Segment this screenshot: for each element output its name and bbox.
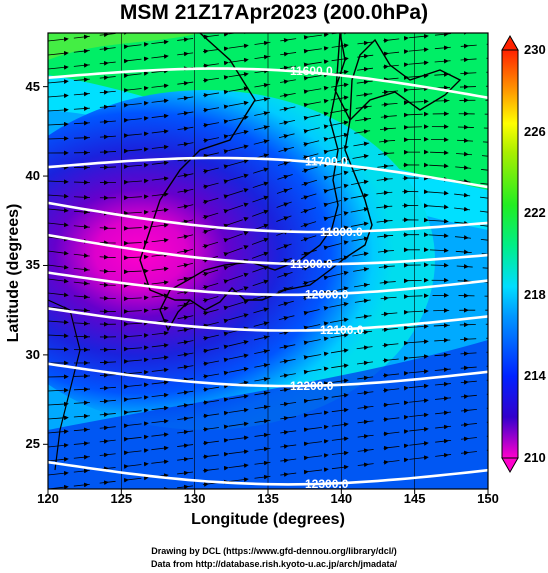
contour-label: 11600.0 [290, 64, 333, 78]
contour-label: 12000.0 [305, 288, 349, 302]
colorbar-tick-label: 218 [524, 286, 546, 302]
contour-label: 11700.0 [305, 154, 348, 168]
y-tick-label: 25 [25, 436, 40, 452]
colorbar-tick-label: 214 [524, 368, 546, 384]
y-tick-label: 45 [25, 78, 40, 94]
x-tick-label: 150 [477, 491, 499, 506]
contour-label: 12100.0 [320, 323, 364, 337]
contour-label: 11900.0 [290, 257, 333, 271]
contour-line [48, 67, 488, 99]
contour-line [48, 460, 488, 486]
colorbar-max-arrow [501, 34, 519, 51]
contour-line [48, 307, 488, 332]
x-tick-label: 140 [330, 491, 353, 506]
contour-line [48, 362, 488, 388]
x-axis-label: Longitude (degrees) [191, 511, 345, 528]
x-tick-label: 125 [110, 491, 133, 506]
x-tick-label: 135 [257, 491, 279, 506]
colorbar-tick-label: 230 [524, 42, 546, 57]
contour-line [48, 156, 488, 189]
coastlines [48, 33, 462, 471]
map-title: MSM 21Z17Apr2023 (200.0hPa) [119, 1, 429, 24]
credit-drawing: Drawing by DCL (https://www.gfd-dennou.o… [151, 546, 397, 556]
x-tick-label: 120 [37, 491, 59, 506]
colorbar-min-arrow [501, 457, 519, 474]
y-tick-label: 35 [25, 257, 40, 273]
y-axis-label: Latitude (degrees) [5, 203, 22, 343]
y-tick-label: 30 [25, 346, 40, 362]
contour-line [48, 233, 488, 266]
colorbar-tick-label: 226 [524, 123, 546, 139]
geopotential-contours: 11600.0 11700.0 11800.0 11900.0 12000.0 12100… [48, 64, 488, 491]
contour-label: 12200.0 [290, 379, 334, 393]
plot-frame [47, 32, 489, 490]
colorbar-tick-label: 210 [524, 450, 546, 465]
contour-line [48, 271, 488, 297]
x-tick-label: 145 [403, 491, 426, 506]
colorbar-tick-label: 222 [524, 205, 546, 221]
contour-label: 12300.0 [305, 477, 349, 491]
y-tick-label: 40 [25, 168, 40, 184]
x-tick-label: 130 [183, 491, 206, 506]
contour-label: 11800.0 [320, 225, 363, 239]
contour-line [48, 201, 488, 234]
credit-data: Data from http://database.rish.kyoto-u.a… [150, 559, 398, 569]
colorbar [501, 34, 519, 474]
